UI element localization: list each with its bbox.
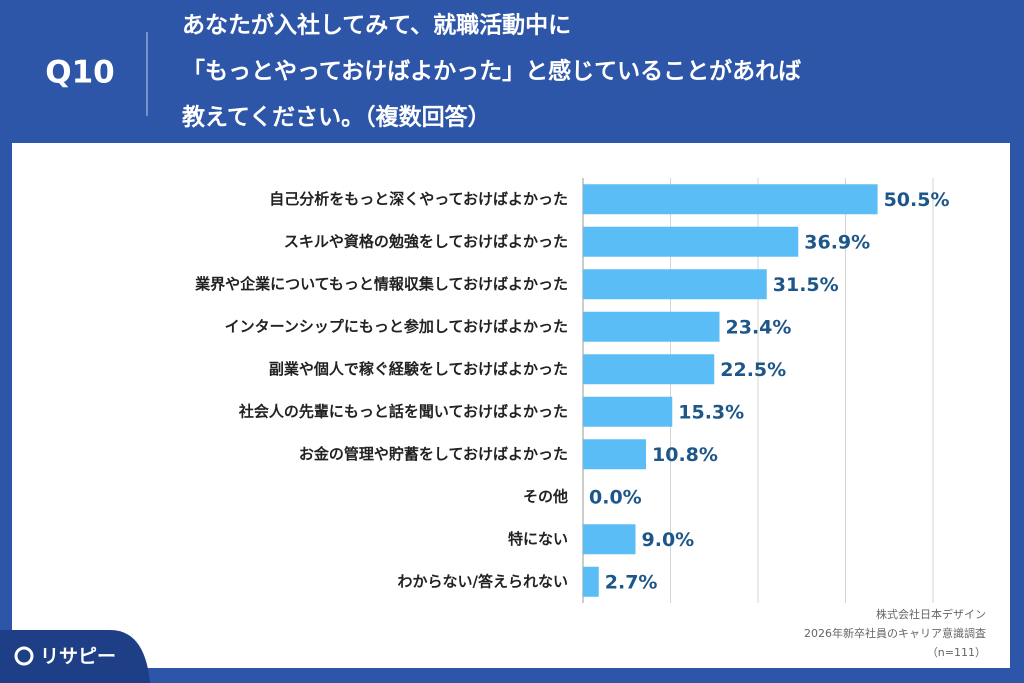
title-line: 教えてください。（複数回答） <box>182 104 491 131</box>
value-label: 23.4% <box>726 316 792 338</box>
category-label: 業界や企業についてもっと情報収集しておけばよかった <box>194 275 568 293</box>
bar <box>583 566 599 597</box>
title-line: 「もっとやっておけばよかった」と感じていることがあれば <box>182 58 801 85</box>
value-label: 15.3% <box>678 401 744 423</box>
category-label: その他 <box>523 487 568 505</box>
bar <box>583 396 673 427</box>
value-label: 0.0% <box>589 486 642 508</box>
value-label: 22.5% <box>720 359 786 381</box>
value-label: 10.8% <box>652 444 718 466</box>
bar <box>583 184 878 215</box>
bar <box>583 311 720 342</box>
source: 2026年新卒社員のキャリア意識調査 <box>804 626 986 640</box>
source: 株式会社日本デザイン <box>876 607 986 621</box>
source: （n=111） <box>927 646 986 659</box>
category-label: 副業や個人で稼ぐ経験をしておけばよかった <box>269 360 568 378</box>
category-label: インターンシップにもっと参加しておけばよかった <box>225 317 568 335</box>
title-line: あなたが入社してみて、就職活動中に <box>182 12 571 39</box>
bar <box>583 354 715 385</box>
value-label: 9.0% <box>642 529 695 551</box>
value-label: 2.7% <box>605 571 658 593</box>
category-label: お金の管理や貯蓄をしておけばよかった <box>299 445 568 463</box>
value-label: 50.5% <box>884 189 950 211</box>
category-label: 自己分析をもっと深くやっておけばよかった <box>269 190 568 208</box>
bar <box>583 439 646 470</box>
category-label: スキルや資格の勉強をしておけばよかった <box>284 232 568 250</box>
bar <box>583 524 636 555</box>
panel <box>12 143 1010 668</box>
category-label: 社会人の先輩にもっと話を聞いておけばよかった <box>238 402 568 420</box>
category-label: わからない/答えられない <box>398 572 568 590</box>
value-label: 31.5% <box>773 274 839 296</box>
logo-icon <box>14 646 34 666</box>
question-number: Q10 <box>45 55 115 91</box>
bar <box>583 226 799 257</box>
value-label: 36.9% <box>804 231 870 253</box>
bar <box>583 269 767 300</box>
logo-badge <box>0 630 150 683</box>
logo: リサピー <box>40 646 116 668</box>
category-label: 特にない <box>508 530 568 548</box>
